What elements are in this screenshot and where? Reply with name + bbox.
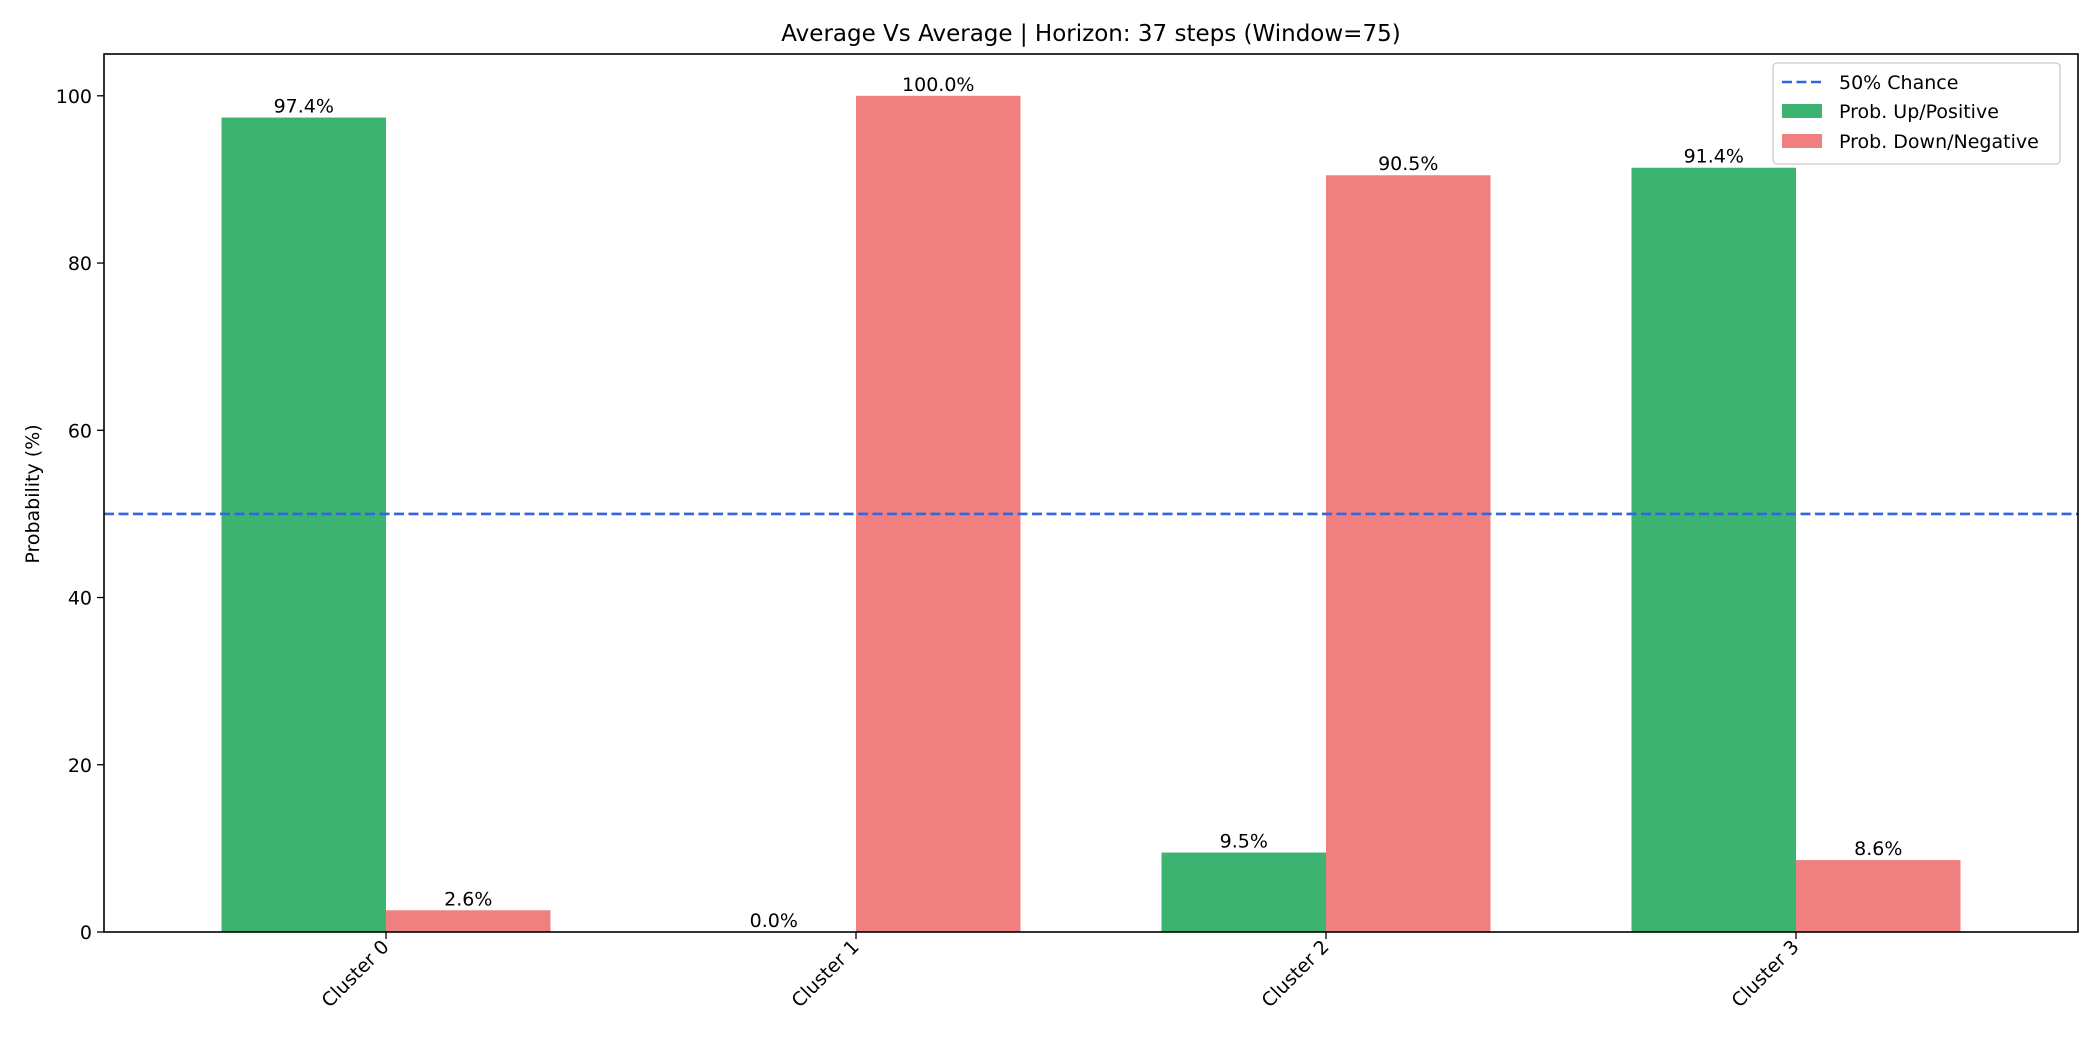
data-label-down-cluster-3: 8.6% [1854, 838, 1902, 860]
legend-label-up: Prob. Up/Positive [1839, 101, 1999, 123]
legend-swatch-up [1782, 104, 1822, 118]
chart-title: Average Vs Average | Horizon: 37 steps (… [781, 21, 1400, 47]
bar-down-cluster-0 [386, 910, 551, 932]
x-tick-label-cluster-2: Cluster 2 [1257, 936, 1333, 1012]
legend: 50% Chance Prob. Up/Positive Prob. Down/Ne… [1772, 62, 2061, 165]
bar-up-cluster-2 [1161, 852, 1326, 932]
y-tick-label-100: 100 [56, 86, 92, 108]
y-tick-label-20: 20 [68, 755, 92, 777]
x-tick-label-cluster-3: Cluster 3 [1727, 936, 1803, 1012]
y-tick-label-40: 40 [68, 588, 92, 610]
y-tick-label-60: 60 [68, 420, 92, 442]
data-label-up-cluster-3: 91.4% [1684, 146, 1744, 168]
legend-swatch-down [1782, 134, 1822, 148]
y-tick-label-80: 80 [68, 253, 92, 275]
data-label-up-cluster-1: 0.0% [750, 910, 798, 932]
y-tick-label-0: 0 [80, 922, 92, 944]
data-label-up-cluster-2: 9.5% [1220, 831, 1268, 853]
axes-frame [103, 53, 2079, 933]
bar-down-cluster-2 [1326, 175, 1491, 932]
data-label-down-cluster-0: 2.6% [444, 888, 492, 910]
plot-area: 97.4% 0.0% 9.5% 91.4% 2.6% 100.0% 90.5% 8.6% 0 20… [56, 53, 2079, 1012]
bar-up-cluster-0 [221, 117, 386, 932]
data-label-down-cluster-1: 100.0% [902, 74, 974, 96]
x-tick-label-cluster-0: Cluster 0 [317, 936, 393, 1012]
bar-down-cluster-3 [1796, 860, 1961, 932]
legend-label-chance: 50% Chance [1839, 72, 1958, 94]
x-tick-label-cluster-1: Cluster 1 [787, 936, 863, 1012]
data-label-up-cluster-0: 97.4% [274, 96, 334, 118]
y-axis-label: Probability (%) [22, 424, 44, 563]
legend-box [1772, 62, 2061, 165]
bar-up-cluster-3 [1631, 167, 1796, 932]
legend-label-down: Prob. Down/Negative [1839, 131, 2039, 153]
data-label-down-cluster-2: 90.5% [1378, 153, 1438, 175]
